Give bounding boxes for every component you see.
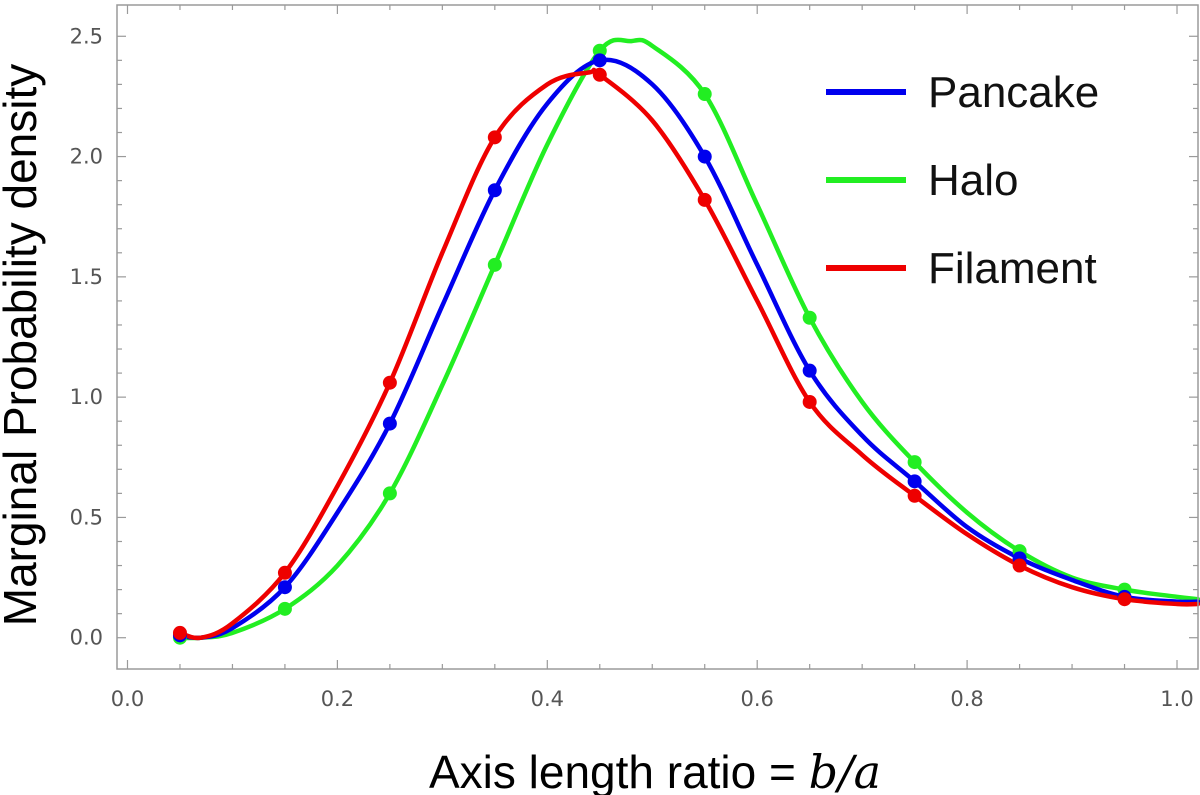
filament-point (1117, 592, 1132, 607)
pancake-point (802, 363, 817, 378)
pancake-point (592, 53, 607, 68)
pancake-point (382, 416, 397, 431)
y-tick-label: 1.0 (70, 385, 103, 409)
legend: Pancake Halo Filament (826, 68, 1099, 293)
halo-point (592, 43, 607, 58)
filament-point (172, 625, 187, 640)
filament-point (802, 394, 817, 409)
y-tick-label: 2.5 (70, 24, 103, 48)
filament-point (907, 488, 922, 503)
filament-point (697, 192, 712, 207)
y-tick-label: 0.0 (70, 626, 103, 650)
halo-point (802, 310, 817, 325)
y-tick-label: 1.5 (70, 265, 103, 289)
pancake-series-line (177, 57, 1200, 641)
ticks-layer: 0.0 0.2 0.4 0.6 0.8 1.0 0.0 0.5 1.0 1.5 2.0 2.5 (70, 5, 1198, 711)
x-tick-label: 1.0 (1160, 687, 1193, 711)
x-tick-label: 0.8 (950, 687, 983, 711)
halo-point (907, 455, 922, 470)
filament-point (592, 67, 607, 82)
x-tick-label: 0.4 (531, 687, 564, 711)
plot-frame (116, 4, 1199, 670)
halo-point (487, 257, 502, 272)
legend-label-pancake: Pancake (928, 68, 1099, 117)
x-axis-title-text: Axis length ratio = (429, 746, 809, 795)
halo-point (382, 486, 397, 501)
x-tick-label: 0.2 (321, 687, 354, 711)
filament-point (382, 375, 397, 390)
curves-layer (177, 37, 1200, 641)
y-tick-label: 0.5 (70, 505, 103, 529)
x-axis-title-math: b/a (809, 745, 881, 795)
points-layer (172, 43, 1132, 645)
filament-series-line (177, 67, 1200, 641)
halo-point (277, 601, 292, 616)
pancake-point (907, 474, 922, 489)
pancake-point (487, 183, 502, 198)
filament-point (1012, 558, 1027, 573)
pancake-point (277, 580, 292, 595)
pancake-point (697, 149, 712, 164)
filament-point (487, 130, 502, 145)
legend-label-halo: Halo (928, 156, 1019, 205)
legend-label-filament: Filament (928, 244, 1097, 293)
x-tick-label: 0.6 (741, 687, 774, 711)
x-tick-label: 0.0 (111, 687, 144, 711)
y-tick-label: 2.0 (70, 145, 103, 169)
y-axis-title: Marginal Probability density (0, 64, 46, 627)
halo-point (697, 87, 712, 102)
x-axis-title: Axis length ratio = b/a (429, 745, 881, 795)
filament-point (277, 565, 292, 580)
